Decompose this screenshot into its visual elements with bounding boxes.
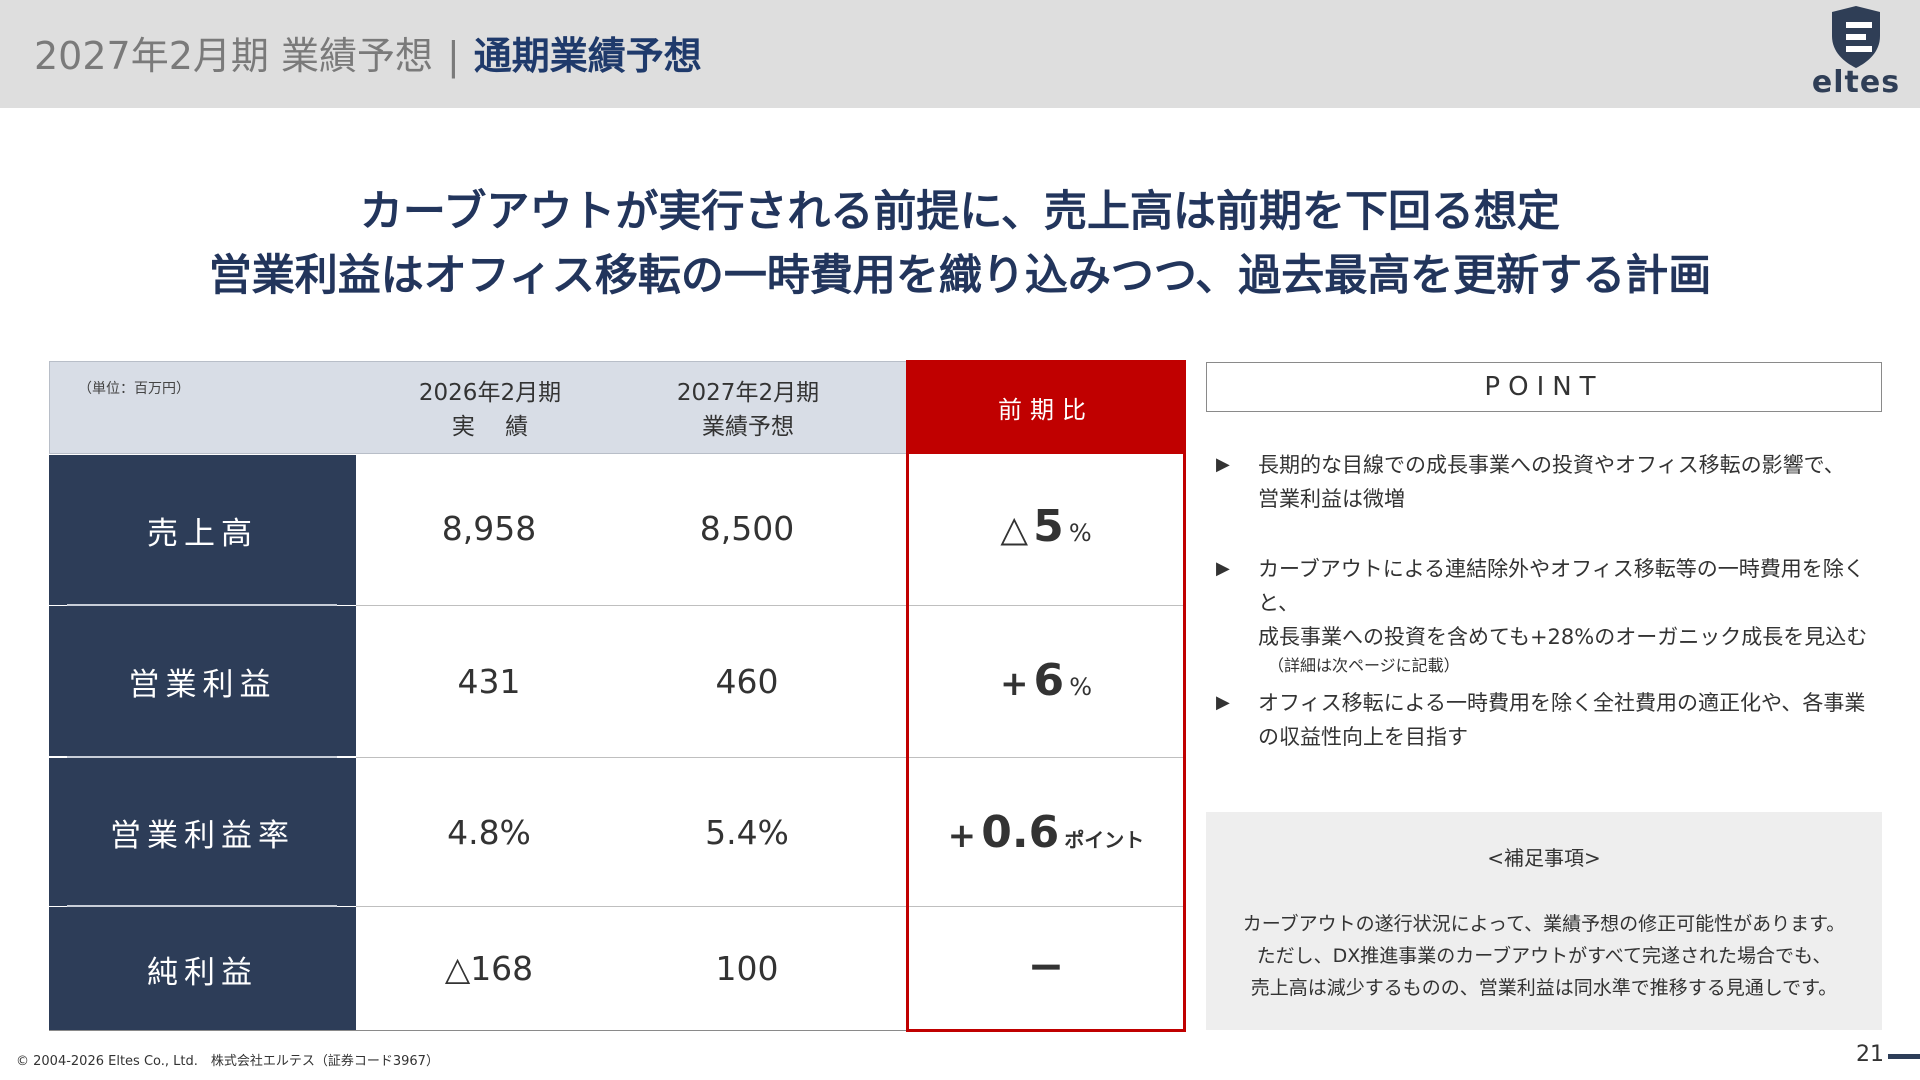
supplement-box: <補足事項> カーブアウトの遂行状況によって、業績予想の修正可能性があります。 … — [1206, 812, 1882, 1030]
margin-yoy-sign: + — [947, 816, 977, 856]
headline-line-1: カーブアウトが実行される前提に、売上高は前期を下回る想定 — [359, 187, 1561, 237]
margin-2027: 5.4% — [705, 813, 789, 852]
shield-logo-icon — [1832, 6, 1880, 68]
table-bottom-border — [49, 1030, 907, 1031]
point-item-2-line1: カーブアウトによる連結除外やオフィス移転等の一時費用を除くと、 — [1258, 557, 1865, 615]
point-item-2-text: カーブアウトによる連結除外やオフィス移転等の一時費用を除くと、 成長事業への投資… — [1258, 552, 1898, 678]
op-yoy: + 6 % — [909, 655, 1183, 706]
copyright: © 2004-2026 Eltes Co., Ltd. 株式会社エルテス（証券コ… — [16, 1054, 439, 1069]
op-2026: 431 — [457, 662, 521, 701]
net-2026: △168 — [444, 949, 534, 988]
point-item-1-text: 長期的な目線での成長事業への投資やオフィス移転の影響で、 営業利益は微増 — [1258, 448, 1898, 516]
logo-text: eltes — [1811, 65, 1901, 100]
column-header-2027: 2027年2月期 業績予想 — [638, 376, 858, 444]
point-item-1-line2: 営業利益は微増 — [1258, 487, 1405, 511]
margin-2026: 4.8% — [447, 813, 531, 852]
point-item-2-note: （詳細は次ページに記載） — [1268, 656, 1460, 675]
supplement-line2: ただし、DX推進事業のカーブアウトがすべて完遂された場合でも、 — [1256, 945, 1832, 967]
column-header-2027-line2: 業績予想 — [702, 414, 794, 440]
supplement-body: カーブアウトの遂行状況によって、業績予想の修正可能性があります。 ただし、DX推… — [1206, 908, 1882, 1004]
title-prefix: 2027年2月期 業績予想 — [34, 34, 433, 78]
title-main: 通期業績予想 — [473, 34, 702, 78]
net-yoy: − — [909, 941, 1183, 992]
sales-yoy-value: 5 — [1033, 501, 1064, 552]
row-divider — [356, 605, 1183, 606]
row-divider — [67, 905, 337, 907]
unit-label: （単位：百万円） — [78, 381, 190, 397]
op-2027: 460 — [715, 662, 779, 701]
supplement-title: <補足事項> — [1487, 846, 1601, 870]
column-header-2026: 2026年2月期 実 績 — [380, 376, 600, 444]
row-divider — [67, 604, 337, 606]
supplement-line1: カーブアウトの遂行状況によって、業績予想の修正可能性があります。 — [1242, 913, 1846, 935]
sales-2026: 8,958 — [441, 509, 537, 548]
point-item-3-line2: の収益性向上を目指す — [1258, 725, 1468, 749]
op-yoy-unit: % — [1069, 673, 1093, 701]
op-yoy-sign: + — [999, 664, 1029, 704]
column-header-2026-line1: 2026年2月期 — [418, 380, 562, 406]
sales-2027: 8,500 — [699, 509, 795, 548]
margin-yoy-value: 0.6 — [981, 807, 1060, 858]
bullet-arrow-icon: ▶ — [1216, 558, 1230, 579]
yoy-highlight-frame — [906, 360, 1186, 1032]
sales-yoy-sign: △ — [1000, 509, 1029, 550]
eltes-logo: eltes — [1800, 6, 1912, 102]
yoy-header: 前期比 — [906, 360, 1186, 454]
op-yoy-value: 6 — [1033, 655, 1065, 706]
sales-yoy-unit: % — [1068, 519, 1092, 547]
row-divider — [356, 757, 1183, 758]
sales-yoy: △ 5 % — [909, 501, 1183, 552]
row-label-sales: 売上高 — [49, 455, 356, 605]
net-2027: 100 — [715, 949, 779, 988]
column-header-2026-line2: 実 績 — [451, 414, 529, 440]
headline-line-2: 営業利益はオフィス移転の一時費用を織り込みつつ、過去最高を更新する計画 — [208, 251, 1712, 301]
point-item-3-text: オフィス移転による一時費用を除く全社費用の適正化や、各事業 の収益性向上を目指す — [1258, 686, 1898, 754]
page-bar-decoration — [1888, 1054, 1920, 1059]
margin-yoy-unit: ポイント — [1064, 828, 1145, 852]
bullet-arrow-icon: ▶ — [1216, 454, 1230, 475]
title-separator: | — [446, 34, 460, 78]
table-header: （単位：百万円） 2026年2月期 実 績 2027年2月期 業績予想 — [49, 361, 907, 454]
bullet-arrow-icon: ▶ — [1216, 692, 1230, 713]
row-label-net-income: 純利益 — [49, 907, 356, 1031]
row-label-operating-profit: 営業利益 — [49, 606, 356, 756]
point-item-3-line1: オフィス移転による一時費用を除く全社費用の適正化や、各事業 — [1258, 691, 1866, 715]
point-item-1-line1: 長期的な目線での成長事業への投資やオフィス移転の影響で、 — [1258, 453, 1845, 477]
column-header-2027-line1: 2027年2月期 — [676, 380, 820, 406]
row-label-operating-margin: 営業利益率 — [49, 758, 356, 906]
header-bar: 2027年2月期 業績予想 | 通期業績予想 eltes — [0, 0, 1920, 108]
net-yoy-value: − — [1027, 941, 1065, 992]
forecast-table: （単位：百万円） 2026年2月期 実 績 2027年2月期 業績予想 前期比 … — [49, 360, 1186, 1032]
page-title: 2027年2月期 業績予想 | 通期業績予想 — [34, 30, 702, 82]
row-divider — [356, 906, 1183, 907]
point-title: POINT — [1206, 362, 1882, 412]
page-number: 21 — [1856, 1042, 1884, 1067]
margin-yoy: + 0.6 ポイント — [909, 807, 1183, 858]
point-item-2-line2: 成長事業への投資を含めても+28%のオーガニック成長を見込む — [1258, 625, 1868, 649]
supplement-line3: 売上高は減少するものの、営業利益は同水準で推移する見通しです。 — [1250, 977, 1838, 999]
row-divider — [67, 756, 337, 758]
headline: カーブアウトが実行される前提に、売上高は前期を下回る想定 営業利益はオフィス移転… — [0, 180, 1920, 308]
